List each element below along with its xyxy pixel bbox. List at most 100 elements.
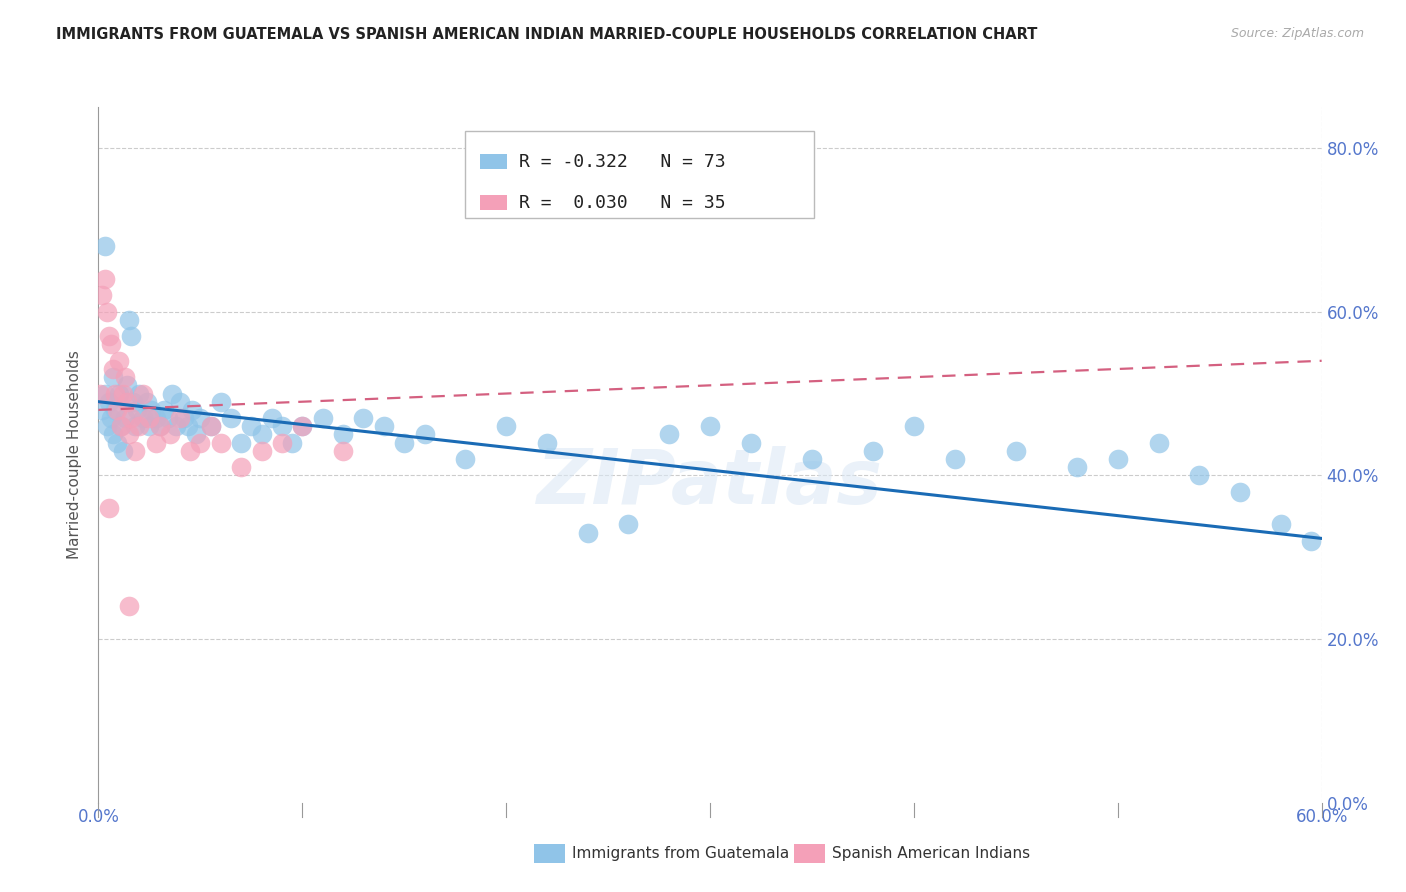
Point [392,435,416,450]
Point [128,386,150,401]
Point [413,427,436,442]
Bar [479,195,508,211]
Point [114,411,136,425]
Point [120,411,142,425]
Point [200,419,222,434]
Point [122,394,145,409]
Point [159,427,181,442]
Point [101,427,124,442]
Point [105,403,128,417]
Point [188,411,212,425]
Point [1270,517,1292,532]
Point [186,427,208,442]
Point [454,452,477,467]
Point [118,313,141,327]
Point [97,501,120,516]
Point [108,353,131,368]
Point [138,411,160,425]
Point [91,288,114,302]
Point [617,517,640,532]
Point [110,419,132,434]
Point [127,403,149,417]
Point [165,419,187,434]
Point [141,403,163,417]
Point [97,329,120,343]
Point [124,419,146,434]
Point [124,443,146,458]
Point [270,435,294,450]
Point [200,419,222,434]
Point [332,443,354,458]
Point [138,419,160,434]
Text: R =  0.030   N = 35: R = 0.030 N = 35 [519,194,725,211]
Point [181,403,204,417]
Point [115,394,138,409]
Point [101,362,124,376]
Point [169,394,191,409]
Point [1004,443,1026,458]
Point [699,419,721,434]
Point [209,435,232,450]
Point [136,394,159,409]
Point [108,386,131,401]
Point [97,394,120,409]
Point [132,411,155,425]
FancyBboxPatch shape [465,131,814,219]
Text: IMMIGRANTS FROM GUATEMALA VS SPANISH AMERICAN INDIAN MARRIED-COUPLE HOUSEHOLDS C: IMMIGRANTS FROM GUATEMALA VS SPANISH AME… [56,27,1038,42]
Y-axis label: Married-couple Households: Married-couple Households [67,351,83,559]
Point [118,599,141,614]
Point [115,378,138,392]
Point [105,435,128,450]
Point [91,403,114,417]
Point [104,403,127,417]
Point [1188,468,1211,483]
Point [740,435,762,450]
Point [93,239,115,253]
Point [1107,452,1129,467]
Point [111,386,134,401]
Text: ZIPatlas: ZIPatlas [537,446,883,520]
Point [373,419,395,434]
Point [120,329,142,343]
Point [128,419,150,434]
Text: Spanish American Indians: Spanish American Indians [832,847,1031,861]
Point [177,419,200,434]
Point [291,419,314,434]
Point [332,427,354,442]
Point [312,411,335,425]
Point [1066,460,1088,475]
Point [145,411,167,425]
Point [291,419,314,434]
Point [1301,533,1323,548]
Point [114,370,136,384]
Point [100,337,122,351]
Point [100,411,122,425]
Point [209,394,232,409]
Point [188,435,212,450]
Point [89,386,111,401]
Point [943,452,966,467]
Point [801,452,824,467]
Point [149,419,172,434]
Point [156,411,179,425]
Point [101,370,124,384]
Point [149,419,172,434]
Point [240,419,263,434]
Point [96,419,118,434]
Point [1147,435,1170,450]
Point [179,443,201,458]
Point [231,460,253,475]
Point [169,411,191,425]
Point [270,419,294,434]
Point [1229,484,1251,499]
Point [250,443,273,458]
Point [152,403,174,417]
Point [281,435,304,450]
Point [118,427,141,442]
Point [111,443,134,458]
Point [536,435,558,450]
Point [145,435,167,450]
Text: R = -0.322   N = 73: R = -0.322 N = 73 [519,153,725,171]
Point [658,427,681,442]
Point [903,419,925,434]
